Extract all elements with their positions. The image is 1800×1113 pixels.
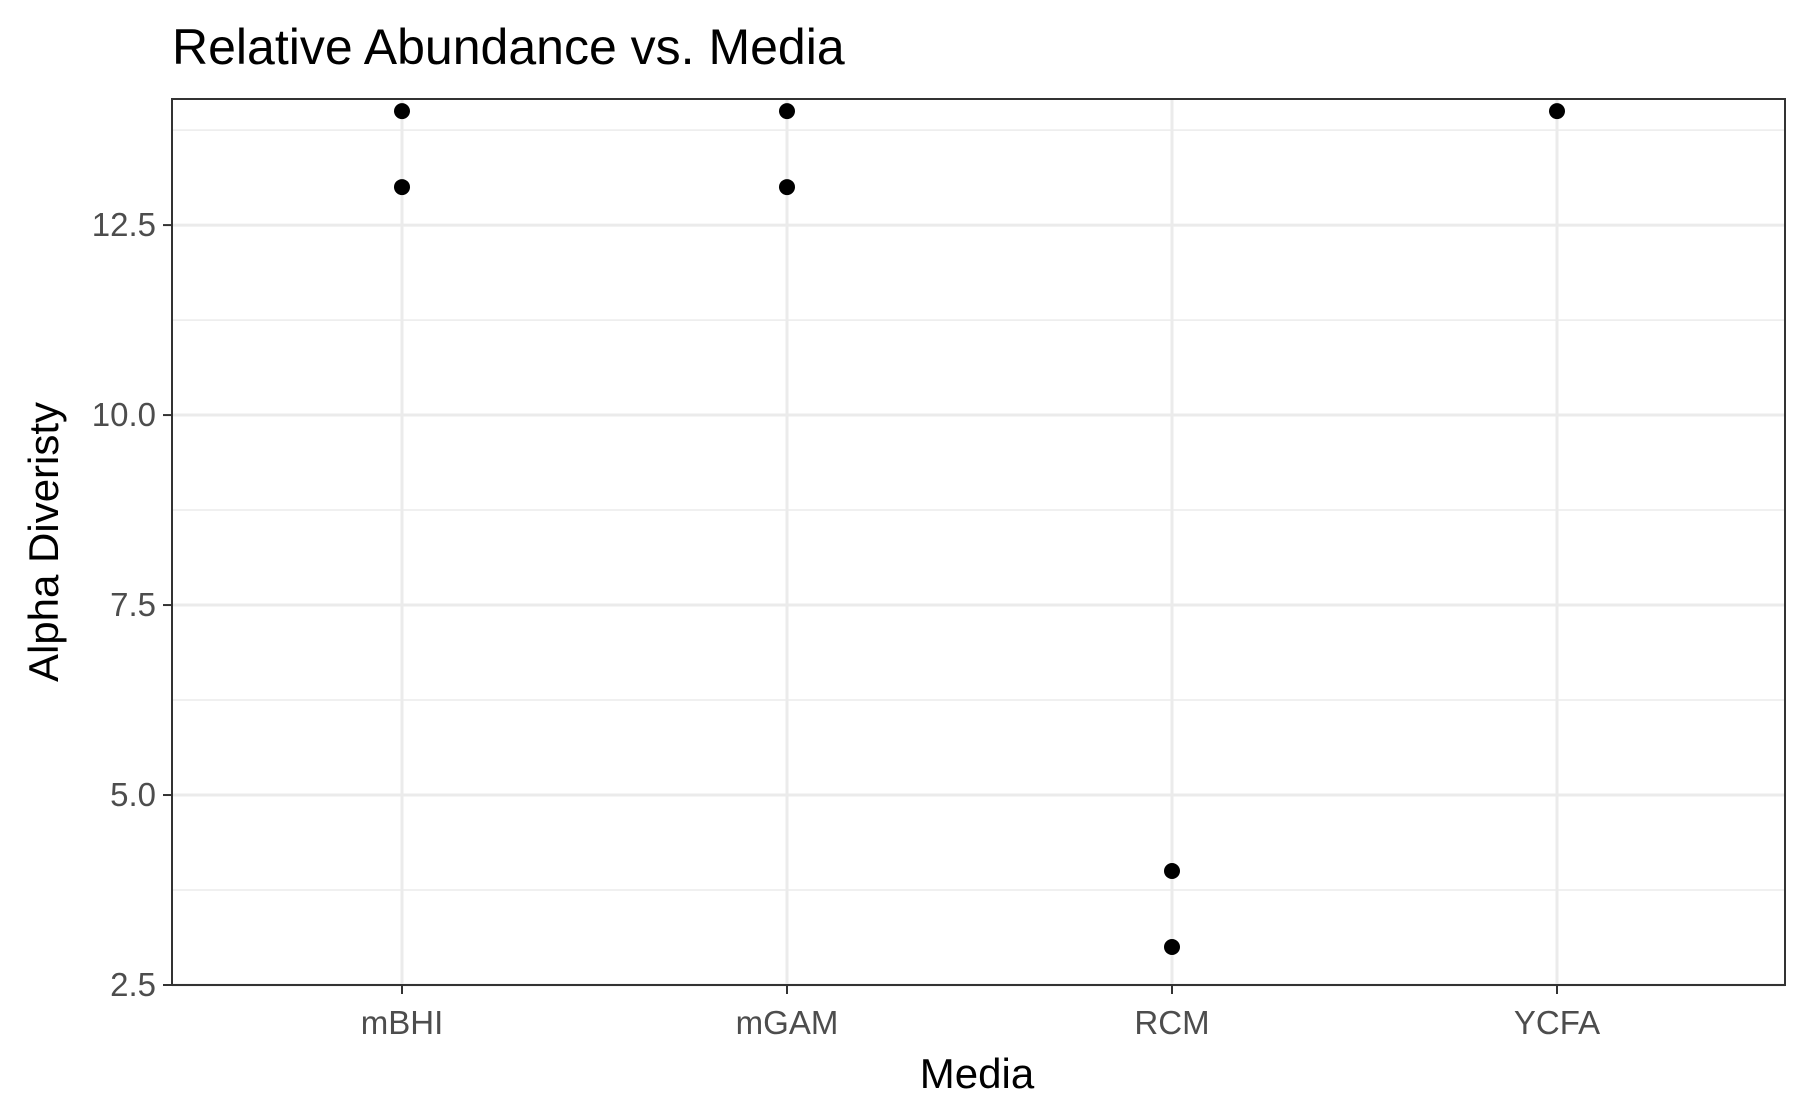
data-point-3 (779, 179, 795, 196)
y-tick-label-1: 5.0 (110, 776, 156, 813)
data-point-4 (1164, 863, 1180, 880)
x-tick-label-0: mBHI (361, 1004, 444, 1041)
x-tick-label-2: RCM (1134, 1004, 1209, 1041)
chart-title: Relative Abundance vs. Media (172, 19, 845, 75)
grid-lines (172, 99, 1785, 987)
data-points (394, 103, 1565, 956)
y-axis-title: Alpha Diveristy (20, 402, 67, 682)
data-point-0 (394, 103, 410, 120)
x-tick-label-1: mGAM (736, 1004, 839, 1041)
x-axis-title: Media (920, 1050, 1035, 1097)
x-axis: mBHI mGAM RCM YCFA (361, 985, 1600, 1041)
data-point-1 (394, 179, 410, 196)
y-tick-label-3: 10.0 (92, 396, 156, 433)
data-point-6 (1549, 103, 1565, 120)
plot-panel-border (171, 98, 1786, 986)
y-tick-label-0: 2.5 (110, 966, 156, 1003)
data-point-5 (1164, 939, 1180, 956)
y-tick-label-4: 12.5 (92, 206, 156, 243)
x-tick-label-3: YCFA (1514, 1004, 1600, 1041)
y-tick-label-2: 7.5 (110, 586, 156, 623)
y-axis: 2.5 5.0 7.5 10.0 12.5 (92, 206, 172, 1003)
data-point-2 (779, 103, 795, 120)
